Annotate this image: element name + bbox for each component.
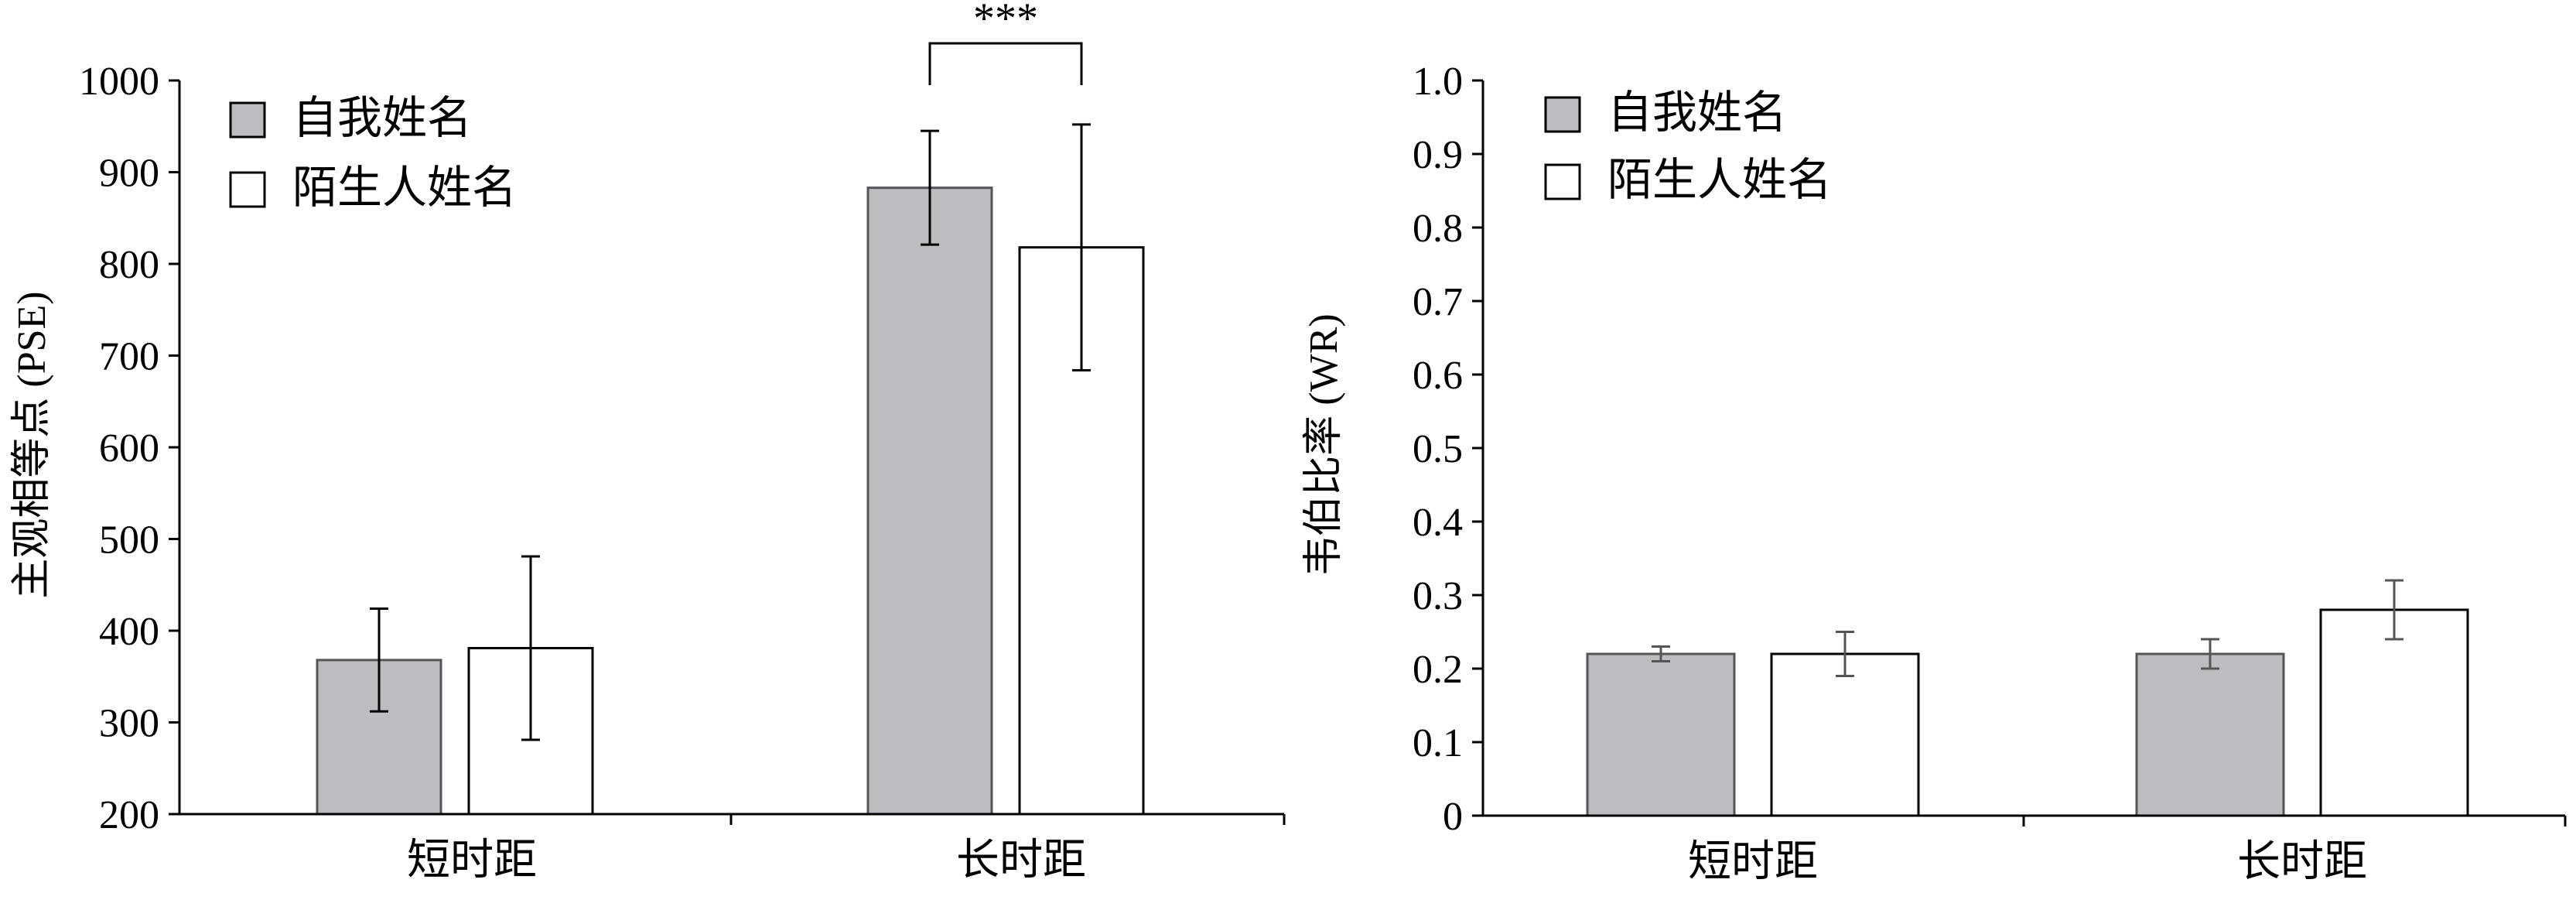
pse-y-tick-label: 300 — [99, 702, 159, 746]
wr-bar-stranger-name — [1770, 652, 1920, 817]
wr-y-axis-title: 韦伯比率 (WR) — [1302, 313, 1346, 576]
wr-y-tick-label: 0.2 — [1413, 648, 1463, 692]
wr-y-tick-label: 0.7 — [1413, 280, 1463, 324]
wr-y-tick-label: 0 — [1443, 795, 1463, 839]
wr-error-bar — [1652, 645, 1670, 662]
wr-y-tick-label: 0.6 — [1413, 354, 1463, 398]
pse-y-tick-label: 700 — [99, 335, 159, 379]
wr-bar-self-name — [2135, 652, 2285, 817]
legend-swatch-stranger-name — [229, 171, 266, 208]
pse-y-tick-label: 800 — [99, 243, 159, 287]
legend-label-self-name: 自我姓名 — [1607, 87, 1787, 138]
wr-chart: 韦伯比率 (WR) 自我姓名 陌生人姓名 0 0.1 0.2 0.3 0.4 0.5 0.6… — [1302, 60, 2567, 886]
wr-category-label: 长时距 — [2237, 838, 2367, 886]
pse-error-bar — [370, 607, 388, 713]
pse-error-bar — [921, 129, 939, 246]
legend-label-stranger-name: 陌生人姓名 — [1607, 155, 1832, 205]
significance-bracket-line — [928, 42, 1083, 85]
wr-legend: 自我姓名 陌生人姓名 — [1544, 87, 1832, 205]
legend-label-self-name: 自我姓名 — [292, 93, 472, 143]
wr-bar-stranger-name — [2319, 608, 2469, 817]
pse-error-bar — [521, 555, 540, 741]
wr-error-bar — [2385, 579, 2403, 641]
legend-label-stranger-name: 陌生人姓名 — [292, 163, 517, 213]
pse-y-tick-label: 500 — [99, 518, 159, 563]
wr-y-tick-label: 0.9 — [1413, 133, 1463, 177]
legend-swatch-self-name — [229, 101, 266, 139]
legend-swatch-self-name — [1544, 96, 1581, 133]
wr-bar-self-name — [1586, 652, 1736, 817]
pse-category-label: 长时距 — [956, 837, 1086, 885]
pse-y-tick-label: 400 — [99, 610, 159, 654]
pse-y-tick-label: 600 — [99, 426, 159, 471]
wr-y-tick-label: 1.0 — [1413, 60, 1463, 104]
pse-y-tick-label: 1000 — [79, 60, 159, 104]
pse-chart: 主观相等点 (PSE) 自我姓名 陌生人姓名 200 300 400 500 600 70… — [10, 0, 1286, 885]
pse-legend: 自我姓名 陌生人姓名 — [229, 93, 517, 213]
significance-bracket — [928, 42, 1083, 85]
pse-y-tick-label: 900 — [99, 152, 159, 196]
pse-y-axis-title: 主观相等点 (PSE) — [10, 291, 54, 598]
pse-error-bar — [1072, 123, 1091, 371]
pse-bar-self-name — [866, 187, 993, 816]
wr-y-tick-label: 0.8 — [1413, 207, 1463, 251]
wr-y-tick-label: 0.1 — [1413, 721, 1463, 765]
wr-category-label: 短时距 — [1688, 838, 1818, 886]
pse-category-label: 短时距 — [407, 837, 537, 885]
wr-error-bar — [2201, 638, 2219, 670]
pse-y-tick-label: 200 — [99, 793, 159, 837]
legend-swatch-stranger-name — [1544, 163, 1581, 200]
wr-y-tick-label: 0.3 — [1413, 574, 1463, 618]
wr-y-tick-label: 0.4 — [1413, 501, 1463, 545]
significance-label: *** — [973, 0, 1038, 43]
wr-y-tick-label: 0.5 — [1413, 427, 1463, 471]
wr-error-bar — [1836, 631, 1854, 677]
